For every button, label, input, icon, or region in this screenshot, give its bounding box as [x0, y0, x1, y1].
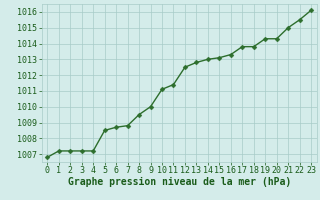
- X-axis label: Graphe pression niveau de la mer (hPa): Graphe pression niveau de la mer (hPa): [68, 177, 291, 187]
